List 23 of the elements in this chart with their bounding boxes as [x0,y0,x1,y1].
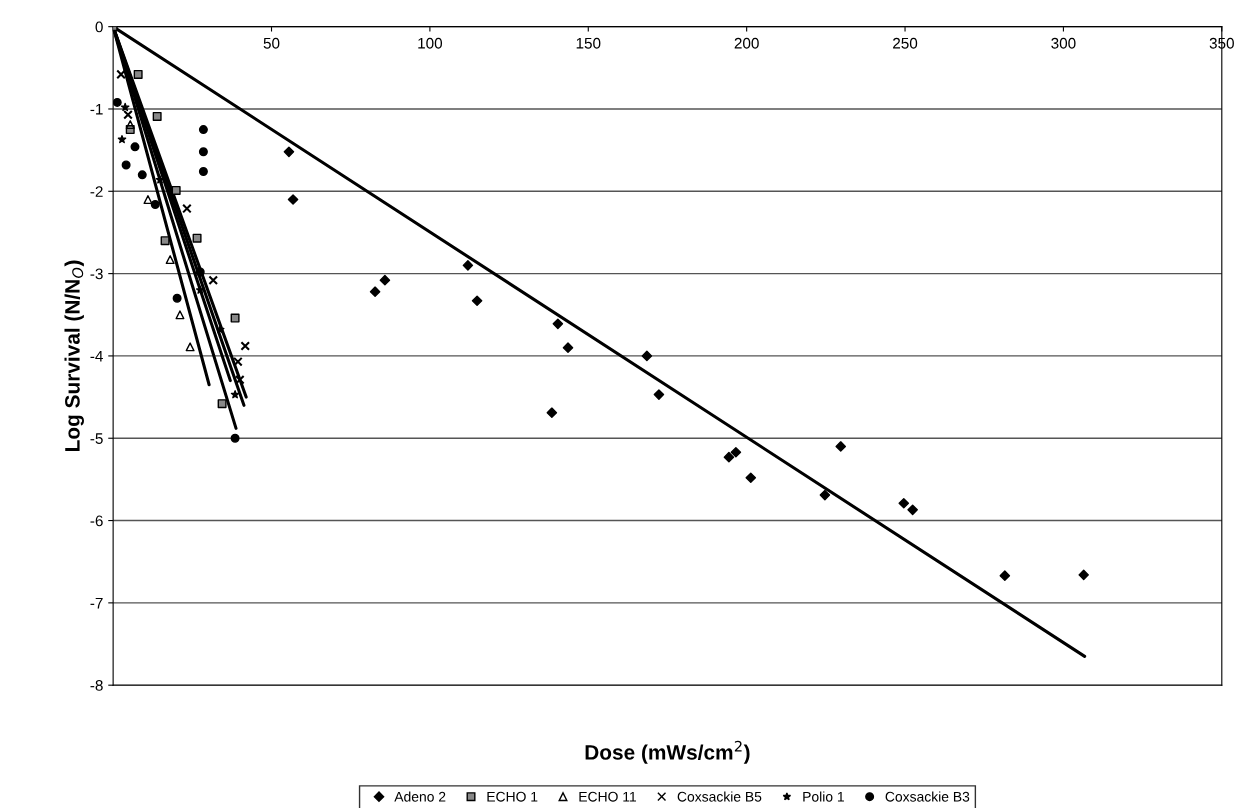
y-tick-label: -4 [90,350,103,362]
y-tick-label: -1 [90,104,103,115]
legend-label: Coxsackie B3 [885,791,970,802]
y-tick-label: 0 [95,21,103,33]
legend-label: Adeno 2 [394,791,446,802]
x-tick-label: 100 [418,37,443,49]
y-axis-title: Log Survival (N/N$_{O}$) [64,260,84,451]
x-tick-label: 250 [893,37,918,49]
y-tick-label: -2 [90,186,103,197]
y-tick-label: -6 [90,515,103,527]
x-tick-label: 300 [1051,37,1076,49]
legend-label: ECHO 11 [579,791,637,802]
y-tick-label: -8 [90,680,103,691]
legend-label: ECHO 1 [487,791,538,802]
y-tick-label: -5 [90,433,103,444]
y-tick-label: -3 [90,268,103,280]
x-tick-label: 200 [734,37,759,49]
legend-label: Coxsackie B5 [677,791,762,802]
legend-label: Polio 1 [803,791,844,802]
y-tick-label: -7 [90,597,103,609]
x-axis-title: Dose (mWs/cm$^{2}$) [585,740,750,764]
x-tick-label: 50 [263,37,280,49]
x-tick-label: 150 [576,37,601,49]
